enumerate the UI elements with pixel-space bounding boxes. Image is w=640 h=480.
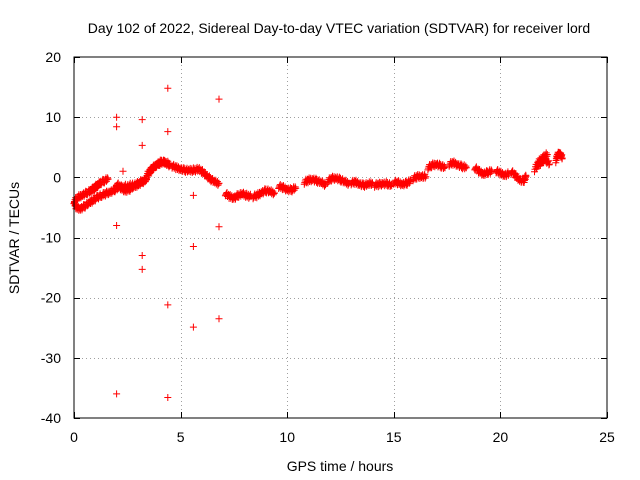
x-tick-label: 5 bbox=[177, 429, 185, 445]
outlier-point bbox=[138, 116, 146, 124]
y-tick-label: 0 bbox=[53, 169, 61, 185]
outlier-point bbox=[189, 323, 197, 331]
x-axis-tick-labels: 0 5 10 15 20 25 bbox=[70, 429, 615, 445]
data-point bbox=[134, 181, 142, 189]
outlier-point bbox=[215, 223, 223, 231]
data-point bbox=[542, 149, 550, 157]
y-tick-label: -40 bbox=[41, 410, 61, 426]
outlier-point bbox=[138, 141, 146, 149]
data-point bbox=[441, 164, 449, 172]
data-point bbox=[215, 179, 223, 187]
outlier-point bbox=[164, 84, 172, 92]
y-tick-label: 10 bbox=[45, 109, 61, 125]
data-points bbox=[70, 84, 566, 401]
x-tick-label: 10 bbox=[279, 429, 295, 445]
data-point bbox=[487, 166, 495, 174]
data-point bbox=[522, 172, 530, 180]
x-tick-label: 15 bbox=[386, 429, 402, 445]
y-tick-label: -20 bbox=[41, 290, 61, 306]
outlier-point bbox=[215, 95, 223, 103]
y-axis-tick-labels: -40 -30 -20 -10 0 10 20 bbox=[41, 49, 61, 426]
outlier-point bbox=[138, 265, 146, 273]
data-point bbox=[104, 175, 112, 183]
outlier-point bbox=[164, 301, 172, 309]
x-axis-label: GPS time / hours bbox=[287, 458, 394, 474]
data-point bbox=[162, 159, 170, 167]
data-point bbox=[119, 185, 127, 193]
outlier-point bbox=[189, 243, 197, 250]
outlier-point bbox=[113, 123, 121, 131]
outlier-point bbox=[113, 222, 121, 229]
outlier-point bbox=[138, 252, 146, 259]
data-point bbox=[545, 160, 553, 168]
data-point bbox=[270, 189, 278, 197]
x-tick-label: 20 bbox=[493, 429, 509, 445]
plot-frame bbox=[73, 56, 608, 419]
outlier-point bbox=[164, 128, 172, 136]
outlier-point bbox=[189, 191, 197, 199]
outlier-point bbox=[113, 113, 121, 121]
data-point bbox=[543, 151, 551, 158]
data-point bbox=[462, 164, 470, 172]
chart-title: Day 102 of 2022, Sidereal Day-to-day VTE… bbox=[88, 20, 590, 36]
data-point bbox=[422, 173, 430, 181]
y-axis-label: SDTVAR / TECUs bbox=[6, 182, 22, 294]
outlier-point bbox=[119, 167, 127, 175]
x-tick-label: 25 bbox=[599, 429, 615, 445]
data-point bbox=[421, 174, 429, 182]
outlier-point bbox=[215, 315, 223, 323]
data-point bbox=[269, 191, 277, 199]
y-tick-label: -30 bbox=[41, 350, 61, 366]
x-tick-label: 0 bbox=[70, 429, 78, 445]
outlier-point bbox=[113, 390, 121, 398]
data-point bbox=[558, 154, 566, 162]
outlier-point bbox=[164, 394, 172, 401]
data-point bbox=[214, 180, 222, 188]
y-tick-label: -10 bbox=[41, 230, 61, 246]
data-point bbox=[292, 184, 300, 192]
y-tick-label: 20 bbox=[45, 49, 61, 65]
data-point bbox=[161, 157, 169, 165]
